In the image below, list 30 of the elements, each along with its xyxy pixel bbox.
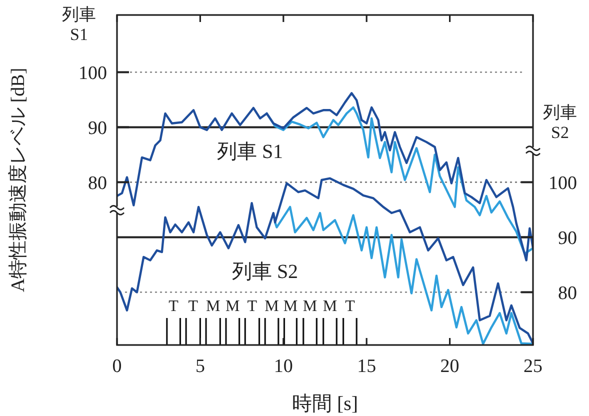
y2-tick-label: 100 [548, 173, 577, 194]
x-axis-title: 時間 [s] [292, 393, 358, 415]
annotation: M [283, 298, 298, 315]
line-series [117, 177, 533, 344]
x-tick-label: 25 [524, 356, 542, 377]
y2-tick-label: 80 [558, 283, 577, 304]
y-tick-label: 90 [88, 118, 107, 140]
annotation: M [226, 298, 240, 315]
annotation: M [206, 298, 220, 315]
x-tick-label: 5 [195, 356, 205, 377]
annotation: M [322, 298, 338, 315]
x-tick-label: 15 [357, 356, 376, 377]
text: 列車 S1 [62, 5, 96, 44]
y-tick-label: 80 [88, 173, 107, 194]
annotation: 列車 S2 [232, 261, 298, 283]
annotation: M [302, 298, 318, 315]
y-tick-label: 100 [78, 63, 107, 84]
y2-tick-label: 90 [558, 228, 577, 250]
text: 列車 S2 [543, 103, 577, 142]
annotation: T [188, 298, 198, 315]
annotation: T [345, 298, 356, 315]
annotation: 列車 S1 [216, 141, 284, 163]
x-tick-label: 10 [274, 356, 293, 377]
x-tick-label: 20 [440, 356, 460, 377]
annotation: T [168, 298, 179, 315]
line-series [117, 92, 533, 262]
x-tick-label: 0 [112, 356, 122, 377]
annotation: T [247, 298, 258, 315]
y-axis-title: A特性振動速度レベル [dB] [7, 68, 29, 292]
annotation: M [264, 298, 279, 315]
